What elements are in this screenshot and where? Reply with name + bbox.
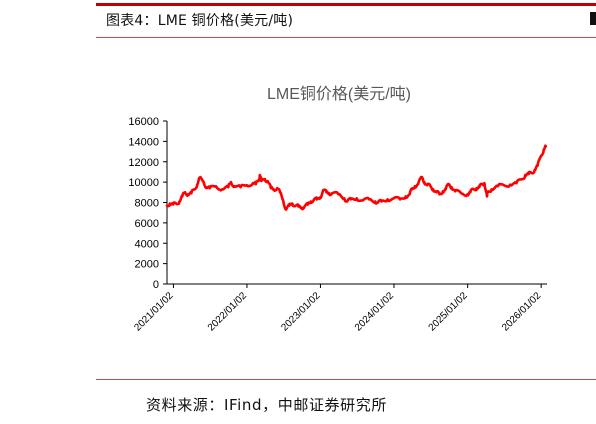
y-tick-label: 14000 — [128, 136, 159, 148]
top-accent-rule — [96, 3, 596, 6]
x-tick-label: 2025/01/02 — [427, 290, 470, 333]
y-axis: 0 2000 4000 6000 8000 10000 12000 14000 16000 — [128, 116, 168, 291]
x-tick-label: 2026/01/02 — [500, 290, 543, 333]
y-tick-label: 12000 — [128, 157, 159, 169]
x-axis: 2021/01/02 2022/01/02 2023/01/02 2024/01/02… — [132, 283, 547, 334]
y-tick-label: 4000 — [135, 238, 159, 250]
x-tick-label: 2021/01/02 — [132, 290, 175, 333]
figure-title: 图表4：LME 铜价格(美元/吨) — [106, 13, 294, 29]
series-group — [165, 144, 548, 211]
y-tick-label: 0 — [153, 279, 159, 291]
bottom-divider — [96, 379, 596, 380]
chart-title: LME铜价格(美元/吨) — [267, 85, 411, 103]
title-divider — [96, 37, 596, 38]
x-tick-label: 2022/01/02 — [206, 290, 249, 333]
y-tick-label: 16000 — [128, 116, 159, 128]
y-tick-label: 2000 — [135, 259, 159, 271]
y-tick-label: 8000 — [135, 198, 159, 210]
x-tick-label: 2023/01/02 — [279, 290, 322, 333]
source-note: 资料来源：IFind，中邮证券研究所 — [146, 396, 387, 414]
x-tick-label: 2024/01/02 — [353, 290, 396, 333]
series-line — [165, 144, 548, 211]
y-tick-label: 10000 — [128, 177, 159, 189]
y-tick-label: 6000 — [135, 218, 159, 230]
right-edge-marker — [590, 12, 596, 25]
